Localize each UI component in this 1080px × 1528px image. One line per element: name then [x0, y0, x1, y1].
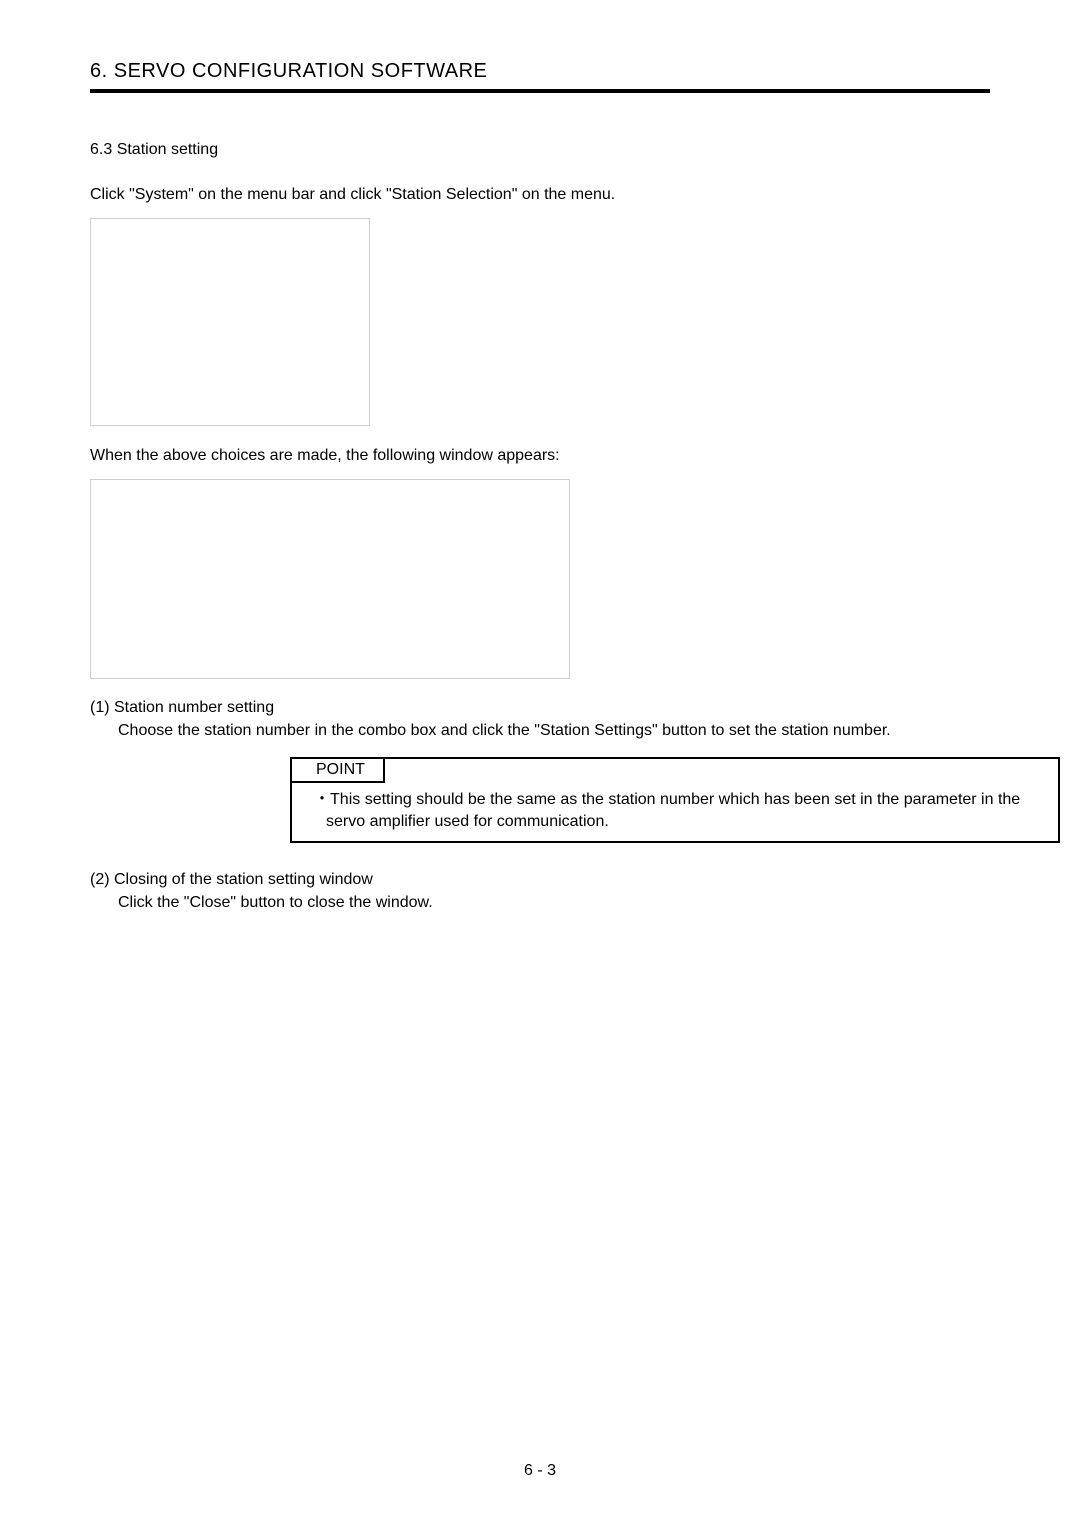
section-heading: 6.3 Station setting [90, 141, 990, 159]
item1-body: Choose the station number in the combo b… [90, 719, 990, 742]
page-number: 6 - 3 [0, 1462, 1080, 1480]
point-text: This setting should be the same as the s… [326, 791, 1020, 830]
item2-body-part: Click the [118, 894, 184, 911]
button-label: Close [189, 894, 230, 911]
point-label: POINT [292, 759, 385, 783]
menu-label: System [135, 186, 188, 203]
bullet-icon: ・ [314, 791, 330, 808]
menu-label: Station Selection [392, 186, 512, 203]
point-content: ・This setting should be the same as the … [292, 783, 1058, 842]
button-ref-close: "Close" [184, 894, 236, 911]
screenshot-placeholder-menu [90, 218, 370, 426]
screenshot-placeholder-window [90, 479, 570, 679]
item2-heading: (2) Closing of the station setting windo… [90, 871, 990, 889]
intro-text-part: Click [90, 186, 129, 203]
intro-paragraph: Click "System" on the menu bar and click… [90, 183, 990, 206]
item2-body: Click the "Close" button to close the wi… [90, 891, 990, 914]
intro-text-part: on the menu bar and click [194, 186, 386, 203]
item1-heading: (1) Station number setting [90, 699, 990, 717]
item1-body-part: button to set the station number. [658, 722, 891, 739]
button-ref-station-settings: "Station Settings" [534, 722, 657, 739]
chapter-title: 6. SERVO CONFIGURATION SOFTWARE [90, 60, 990, 93]
menu-ref-system: "System" [129, 186, 194, 203]
after-box1-text: When the above choices are made, the fol… [90, 444, 990, 467]
menu-ref-station-selection: "Station Selection" [386, 186, 517, 203]
item1-body-part: Choose the station number in the combo b… [118, 722, 534, 739]
point-callout-box: POINT ・This setting should be the same a… [290, 757, 1060, 844]
button-label: Station Settings [540, 722, 652, 739]
intro-text-part: on the menu. [517, 186, 615, 203]
item2-body-part: button to close the window. [236, 894, 433, 911]
